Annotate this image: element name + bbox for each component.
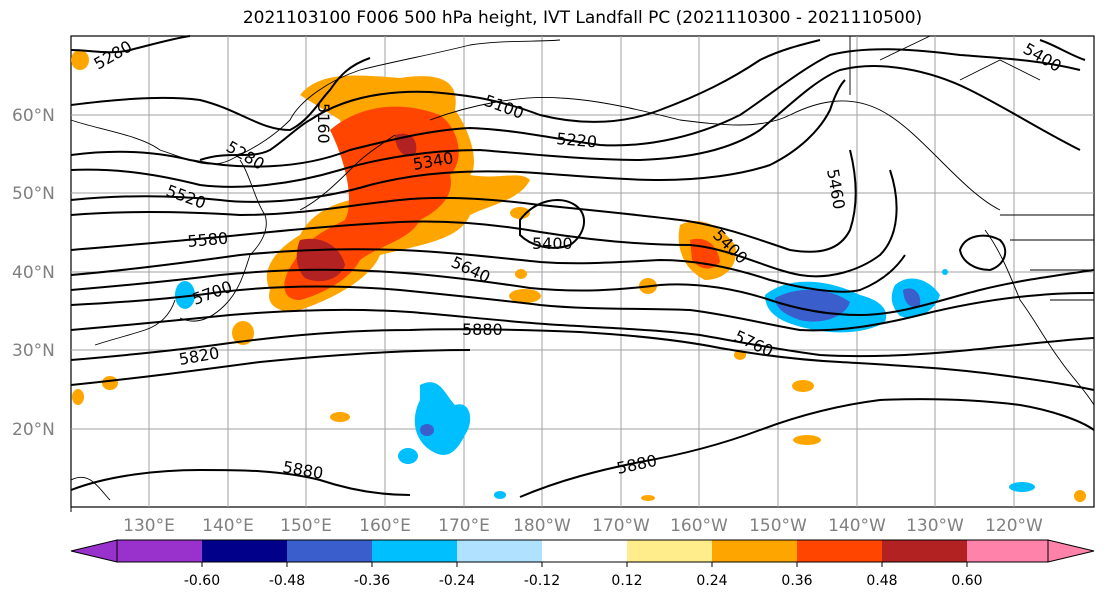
lat-label: 20°N xyxy=(12,420,55,440)
lon-label: 140°E xyxy=(202,516,254,536)
latitude-labels: 60°N 50°N 40°N 30°N 20°N xyxy=(12,106,55,440)
colorbar-tick-label: 0.60 xyxy=(951,573,982,589)
lat-label: 30°N xyxy=(12,341,55,361)
contour-label: 5580 xyxy=(187,229,229,251)
lat-label: 60°N xyxy=(12,106,55,126)
colorbar-segment xyxy=(967,540,1048,562)
lon-label: 160°W xyxy=(670,516,728,536)
colorbar-segment xyxy=(712,540,797,562)
colorbar-segment xyxy=(797,540,882,562)
figure-title: 2021103100 F006 500 hPa height, IVT Land… xyxy=(242,8,923,28)
lat-label: 50°N xyxy=(12,184,55,204)
colorbar-segment xyxy=(882,540,967,562)
lon-label: 130°W xyxy=(906,516,964,536)
lat-label: 40°N xyxy=(12,263,55,283)
colorbar-tick-label: -0.24 xyxy=(439,573,475,589)
lon-label: 150°E xyxy=(280,516,332,536)
colorbar-segment xyxy=(287,540,372,562)
contour-label: 5400 xyxy=(532,234,573,253)
colorbar-segment xyxy=(202,540,287,562)
colorbar-segment xyxy=(457,540,542,562)
colorbar-extend-high xyxy=(1047,539,1095,563)
colorbar-tick-label: -0.60 xyxy=(184,573,220,589)
contour-label: 5160 xyxy=(314,103,333,144)
lon-label: 130°E xyxy=(123,516,175,536)
colorbar-segment xyxy=(542,540,627,562)
colorbar-tick-label: -0.36 xyxy=(354,573,390,589)
colorbar-segment xyxy=(372,540,457,562)
colorbar-segment xyxy=(627,540,712,562)
lon-label: 120°W xyxy=(985,516,1043,536)
lon-label: 170°W xyxy=(592,516,650,536)
lon-label: 160°E xyxy=(359,516,411,536)
map-panel: 5280 5160 5280 5100 5220 5340 5520 5580 … xyxy=(70,35,1095,512)
colorbar-tick-label: 0.36 xyxy=(781,573,812,589)
lon-label: 150°W xyxy=(749,516,807,536)
colorbar: -0.60 -0.48 -0.36 -0.24 -0.12 0.12 0.24 … xyxy=(70,539,1095,589)
colorbar-tick-label: -0.12 xyxy=(524,573,560,589)
colorbar-tick-label: 0.48 xyxy=(866,573,897,589)
lon-label: 180°W xyxy=(513,516,571,536)
lon-label: 170°E xyxy=(438,516,490,536)
lon-label: 140°W xyxy=(828,516,886,536)
colorbar-tick-label: 0.12 xyxy=(611,573,642,589)
contour-label: 5880 xyxy=(462,320,503,339)
height-contours xyxy=(70,35,1095,498)
colorbar-extend-low xyxy=(70,539,118,563)
colorbar-segment xyxy=(117,540,202,562)
contour-label: 5220 xyxy=(556,129,598,151)
colorbar-outline xyxy=(116,539,1049,563)
colorbar-tick-label: -0.48 xyxy=(269,573,305,589)
colorbar-tick-label: 0.24 xyxy=(696,573,727,589)
longitude-labels: 130°E 140°E 150°E 160°E 170°E 180°W 170°… xyxy=(123,516,1043,536)
